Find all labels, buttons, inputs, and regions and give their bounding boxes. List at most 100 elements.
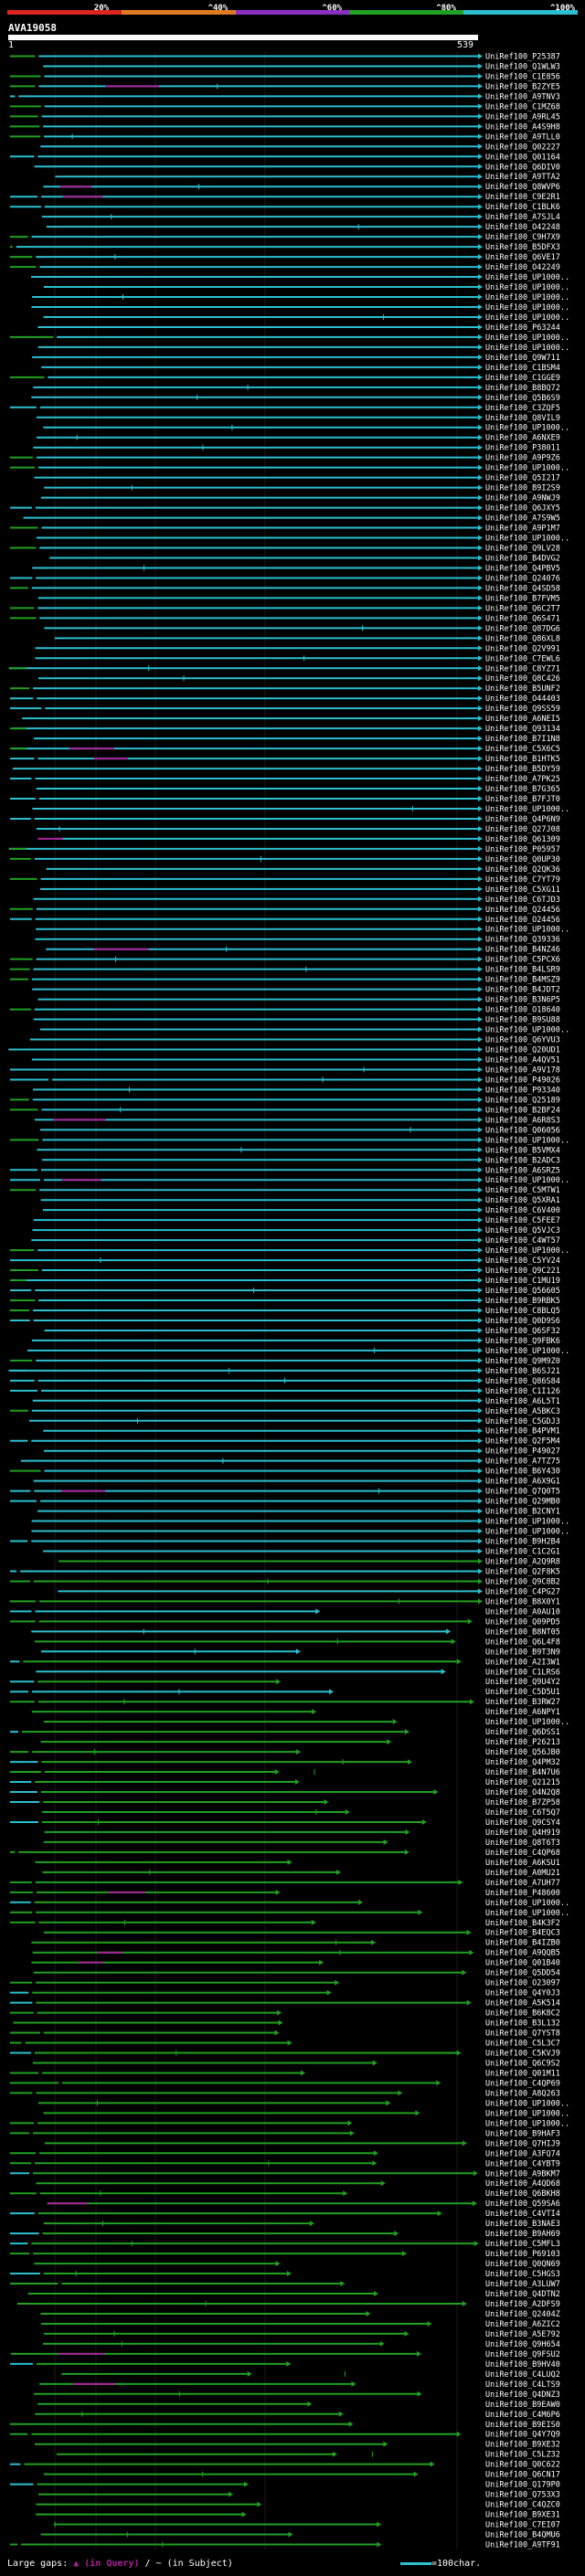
hit-arrow	[478, 525, 483, 531]
hit-row: UniRef100_Q86XL8	[54, 634, 560, 643]
legend-percent-label: ^60%	[322, 4, 343, 13]
hit-label: UniRef100_Q0D9S6	[485, 1317, 560, 1326]
hit-row: UniRef100_B4N7U6	[10, 1768, 560, 1777]
hit-row: UniRef100_C8BLQ5	[10, 1307, 560, 1316]
hit-arrow	[456, 2431, 462, 2437]
hit-label: UniRef100_O24456	[485, 916, 560, 925]
hit-row: UniRef100_A5BKC3	[10, 1407, 560, 1416]
hit-row: UniRef100_B9T3N9	[40, 1648, 560, 1657]
hit-row: UniRef100_Q5I217	[34, 474, 560, 483]
hit-label: UniRef100_B7FJT0	[485, 795, 560, 804]
hit-arrow	[294, 1779, 300, 1786]
hit-arrow	[295, 1648, 301, 1655]
hit-arrow	[478, 705, 483, 712]
hit-arrow	[335, 1979, 340, 1986]
hit-row: UniRef100_UP1000..	[43, 2109, 569, 2118]
hit-arrow	[398, 2090, 403, 2096]
hit-arrow	[478, 875, 483, 882]
hit-label: UniRef100_B8BQ72	[485, 384, 560, 393]
hit-arrow	[466, 1999, 472, 2006]
hit-arrow	[478, 504, 483, 511]
hit-arrow	[478, 434, 483, 440]
hit-arrow	[478, 756, 483, 762]
hit-row: UniRef100_P49026	[10, 1076, 560, 1085]
hit-label: UniRef100_A9QQB5	[485, 1949, 560, 1958]
hit-row: UniRef100_A7S9W5	[23, 514, 560, 524]
hit-label: UniRef100_Q01B40	[485, 1959, 560, 1968]
hit-row: UniRef100_B4LSR9	[10, 966, 560, 975]
hit-label: UniRef100_B9SU88	[485, 1016, 560, 1025]
hit-label: UniRef100_C1BSM4	[485, 364, 560, 373]
hit-arrow	[478, 194, 483, 200]
hit-label: UniRef100_Q179P0	[485, 2481, 560, 2490]
hit-arrow	[478, 1227, 483, 1234]
hit-row: UniRef100_B7G365	[36, 785, 560, 794]
hit-arrow	[478, 956, 483, 962]
hit-label: UniRef100_Q5DD54	[485, 1969, 560, 1978]
hit-label: UniRef100_A3LUW7	[485, 2280, 560, 2289]
hit-arrow	[478, 535, 483, 541]
hit-label: UniRef100_Q2V991	[485, 644, 560, 653]
hit-arrow	[478, 454, 483, 461]
hit-row: UniRef100_B6K8C2	[10, 2009, 560, 2019]
hit-row: UniRef100_B9HV40	[10, 2360, 560, 2369]
hit-label: UniRef100_B4IZB0	[485, 1939, 560, 1948]
hit-row: UniRef100_Q9H654	[43, 2340, 560, 2349]
hit-row: UniRef100_A6NEI5	[22, 715, 560, 724]
hit-label: UniRef100_B9XE31	[485, 2511, 560, 2520]
hit-label: UniRef100_O42248	[485, 223, 560, 232]
hit-row: UniRef100_Q01B40	[31, 1959, 560, 1968]
hit-arrow	[478, 1387, 483, 1394]
hit-row: UniRef100_B3L132	[13, 2019, 560, 2029]
hit-arrow	[478, 133, 483, 140]
hit-label: UniRef100_A9TTA2	[485, 173, 560, 182]
hit-row: UniRef100_UP1000..	[10, 334, 569, 343]
hit-arrow	[478, 865, 483, 872]
hit-label: UniRef100_Q29MB0	[485, 1498, 560, 1507]
hit-row: UniRef100_Q2QK36	[46, 865, 560, 875]
hit-label: UniRef100_Q39336	[485, 936, 560, 945]
hit-row: UniRef100_P48600	[10, 1889, 560, 1898]
hit-label: UniRef100_UP1000..	[485, 805, 569, 814]
hit-label: UniRef100_Q0QN69	[485, 2260, 560, 2269]
hit-label: UniRef100_P93340	[485, 1086, 560, 1095]
hit-row: UniRef100_Q0D9S6	[10, 1317, 560, 1326]
hit-label: UniRef100_Q4PBV5	[485, 564, 560, 573]
hit-row: UniRef100_A5E792	[44, 2330, 560, 2339]
hit-label: UniRef100_P25387	[485, 52, 560, 61]
hit-arrow	[478, 184, 483, 190]
hit-row: UniRef100_Q01M11	[10, 2069, 560, 2078]
hit-row: UniRef100_Q02227	[40, 143, 560, 152]
hit-arrow	[478, 1588, 483, 1595]
hit-row: UniRef100_B4K3F2	[10, 1919, 560, 1928]
hit-arrow	[478, 1066, 483, 1073]
hit-row: UniRef100_B9XE31	[36, 2511, 560, 2520]
hit-arrow	[478, 374, 483, 380]
hit-arrow	[275, 1889, 281, 1895]
hit-arrow	[421, 1818, 427, 1825]
hit-row: UniRef100_Q753X3	[37, 2491, 560, 2500]
hit-row: UniRef100_C1GGE9	[10, 374, 560, 383]
hit-label: UniRef100_Q01M11	[485, 2069, 560, 2078]
hit-label: UniRef100_B2ZYE5	[485, 82, 560, 91]
hit-label: UniRef100_O23097	[485, 1979, 560, 1988]
hit-arrow	[478, 244, 483, 250]
hit-label: UniRef100_Q86S84	[485, 1377, 560, 1386]
hit-label: UniRef100_B2BF24	[485, 1106, 560, 1115]
legend-percent-label: ^80%	[436, 4, 456, 13]
hit-label: UniRef100_O44403	[485, 694, 560, 704]
hit-row: UniRef100_C4YBT9	[10, 2159, 560, 2168]
hit-arrow	[478, 414, 483, 420]
hit-row: UniRef100_A2I3W1	[10, 1658, 560, 1667]
hit-label: UniRef100_C3ZQF5	[485, 404, 560, 413]
hit-label: UniRef100_B9H2B4	[485, 1538, 560, 1547]
hit-label: UniRef100_A9TF91	[485, 2541, 560, 2550]
hit-label: UniRef100_Q5B6S9	[485, 394, 560, 403]
hit-arrow	[478, 1187, 483, 1193]
hit-label: UniRef100_A6KSU1	[485, 1859, 560, 1868]
hit-arrow	[328, 1689, 334, 1695]
hit-row: UniRef100_C1BSM4	[41, 364, 560, 373]
hit-row: UniRef100_A9TNV3	[10, 92, 560, 101]
hit-arrow	[345, 1808, 350, 1815]
hit-arrow	[478, 154, 483, 160]
